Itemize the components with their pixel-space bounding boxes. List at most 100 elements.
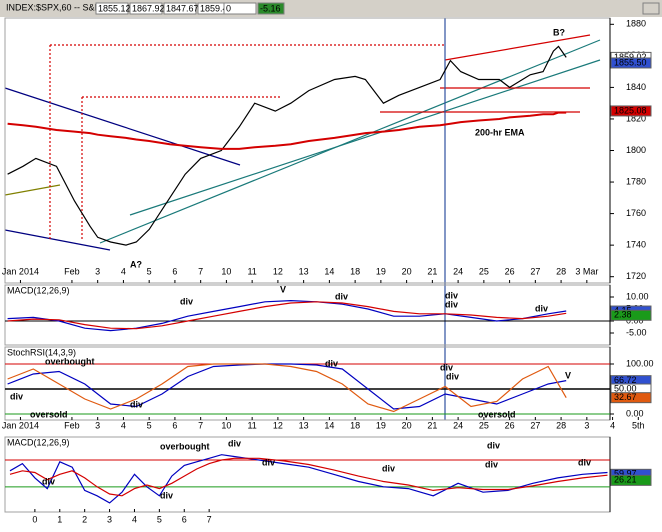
value-marker	[610, 309, 652, 321]
annotation: overbought	[160, 441, 210, 451]
value-marker-label: 32.67	[614, 392, 637, 402]
value-marker	[610, 392, 652, 404]
x-tick-label: 20	[402, 266, 412, 276]
x-tick-label: 12	[273, 266, 283, 276]
annotation: div	[440, 362, 453, 372]
trendline	[4, 184, 61, 196]
y-tick-label: 1780	[626, 176, 646, 186]
value-marker	[610, 57, 652, 69]
panel-title: MACD(12,26,9)	[7, 285, 70, 295]
annotation: div	[335, 291, 348, 301]
series-line	[9, 454, 608, 504]
value-marker-label: 26.21	[614, 475, 637, 485]
x-tick-label: 5	[147, 266, 152, 276]
header-field: 1867.92	[132, 3, 165, 13]
value-marker-label: 1825.08	[614, 105, 647, 115]
x-tick-label: 5th	[632, 420, 645, 430]
value-marker-label: 1859.02	[614, 52, 647, 62]
x-tick-label: 26	[505, 266, 515, 276]
trendline	[99, 39, 601, 244]
x-tick-label: 6	[172, 420, 177, 430]
x-tick-label: Feb	[64, 420, 80, 430]
header-field: 1847.67	[166, 3, 199, 13]
header-field: 1859.45	[200, 3, 233, 13]
y-tick-label: 1760	[626, 208, 646, 218]
trendline	[129, 59, 601, 216]
annotation: div	[487, 440, 500, 450]
y-tick-label: 1880	[626, 19, 646, 29]
value-marker-label: 59.97	[614, 469, 637, 479]
y-tick-label: 1740	[626, 240, 646, 250]
x-tick-label: 13	[299, 420, 309, 430]
x-tick-label: 18	[350, 266, 360, 276]
annotation: div	[382, 463, 395, 473]
x-tick-label: 25	[479, 266, 489, 276]
x-tick-label: 11	[247, 420, 256, 430]
x-tick-label: 5	[147, 420, 152, 430]
x-tick-label: 7	[198, 420, 203, 430]
value-marker	[610, 474, 652, 486]
window-button[interactable]	[642, 2, 660, 15]
annotation: div	[130, 399, 143, 409]
annotation: div	[180, 296, 193, 306]
header-field: -5.16	[260, 3, 281, 13]
x-tick-label: 3 Mar	[575, 266, 598, 276]
y-tick-label: 0.00	[626, 408, 644, 418]
x-tick-label: 7	[198, 266, 203, 276]
panel-title: StochRSI(14,3,9)	[7, 347, 76, 357]
y-tick-label: 10.00	[626, 291, 649, 301]
header-field-box	[257, 2, 285, 15]
x-tick-label: 0	[32, 514, 37, 524]
annotation: div	[42, 476, 55, 486]
x-tick-label: 3	[584, 420, 589, 430]
x-tick-label: 12	[273, 420, 283, 430]
x-tick-label: 24	[453, 266, 463, 276]
x-tick-label: 25	[479, 420, 489, 430]
x-tick-label: 3	[107, 514, 112, 524]
x-tick-label: 10	[221, 266, 231, 276]
value-marker-label: 2.38	[614, 310, 632, 320]
x-tick-label: 4	[132, 514, 137, 524]
header-field-box	[129, 2, 163, 15]
annotation: div	[160, 490, 173, 500]
y-tick-label: 1720	[626, 271, 646, 281]
series-line	[7, 363, 567, 413]
x-tick-label: 4	[121, 266, 126, 276]
annotation: div	[10, 391, 23, 401]
value-marker	[610, 105, 652, 117]
annotation: div	[445, 290, 458, 300]
series-line	[7, 299, 567, 332]
y-tick-label: 100.00	[626, 358, 654, 368]
x-tick-label: 11	[247, 266, 256, 276]
chart-title: INDEX:$SPX,60 -- S&P 500 INDEX	[6, 2, 148, 12]
trendline	[4, 229, 111, 251]
x-tick-label: 24	[453, 420, 463, 430]
value-marker-label: 50.00	[614, 383, 637, 393]
x-tick-label: 19	[376, 266, 386, 276]
series-line	[7, 301, 567, 330]
y-tick-label: 1820	[626, 113, 646, 123]
x-tick-label: 2	[82, 514, 87, 524]
header-field-box	[163, 2, 197, 15]
header-field-box	[223, 2, 257, 15]
header-field: 0	[226, 3, 231, 13]
x-tick-label: 6	[182, 514, 187, 524]
annotation: B?	[553, 27, 565, 37]
x-tick-label: 21	[427, 420, 437, 430]
x-tick-label: 28	[556, 266, 566, 276]
x-tick-label: 13	[299, 266, 309, 276]
series-line	[9, 457, 608, 497]
annotation: div	[446, 371, 459, 381]
annotation: div	[535, 303, 548, 313]
annotation: A?	[130, 259, 142, 269]
x-tick-label: 10	[221, 420, 231, 430]
x-tick-label: 18	[350, 420, 360, 430]
annotation: oversold	[30, 409, 68, 419]
y-tick-label: 1840	[626, 82, 646, 92]
y-tick-label: -5.00	[626, 327, 647, 337]
annotation: div	[445, 299, 458, 309]
x-tick-label: 27	[530, 420, 540, 430]
trendline	[444, 34, 591, 61]
